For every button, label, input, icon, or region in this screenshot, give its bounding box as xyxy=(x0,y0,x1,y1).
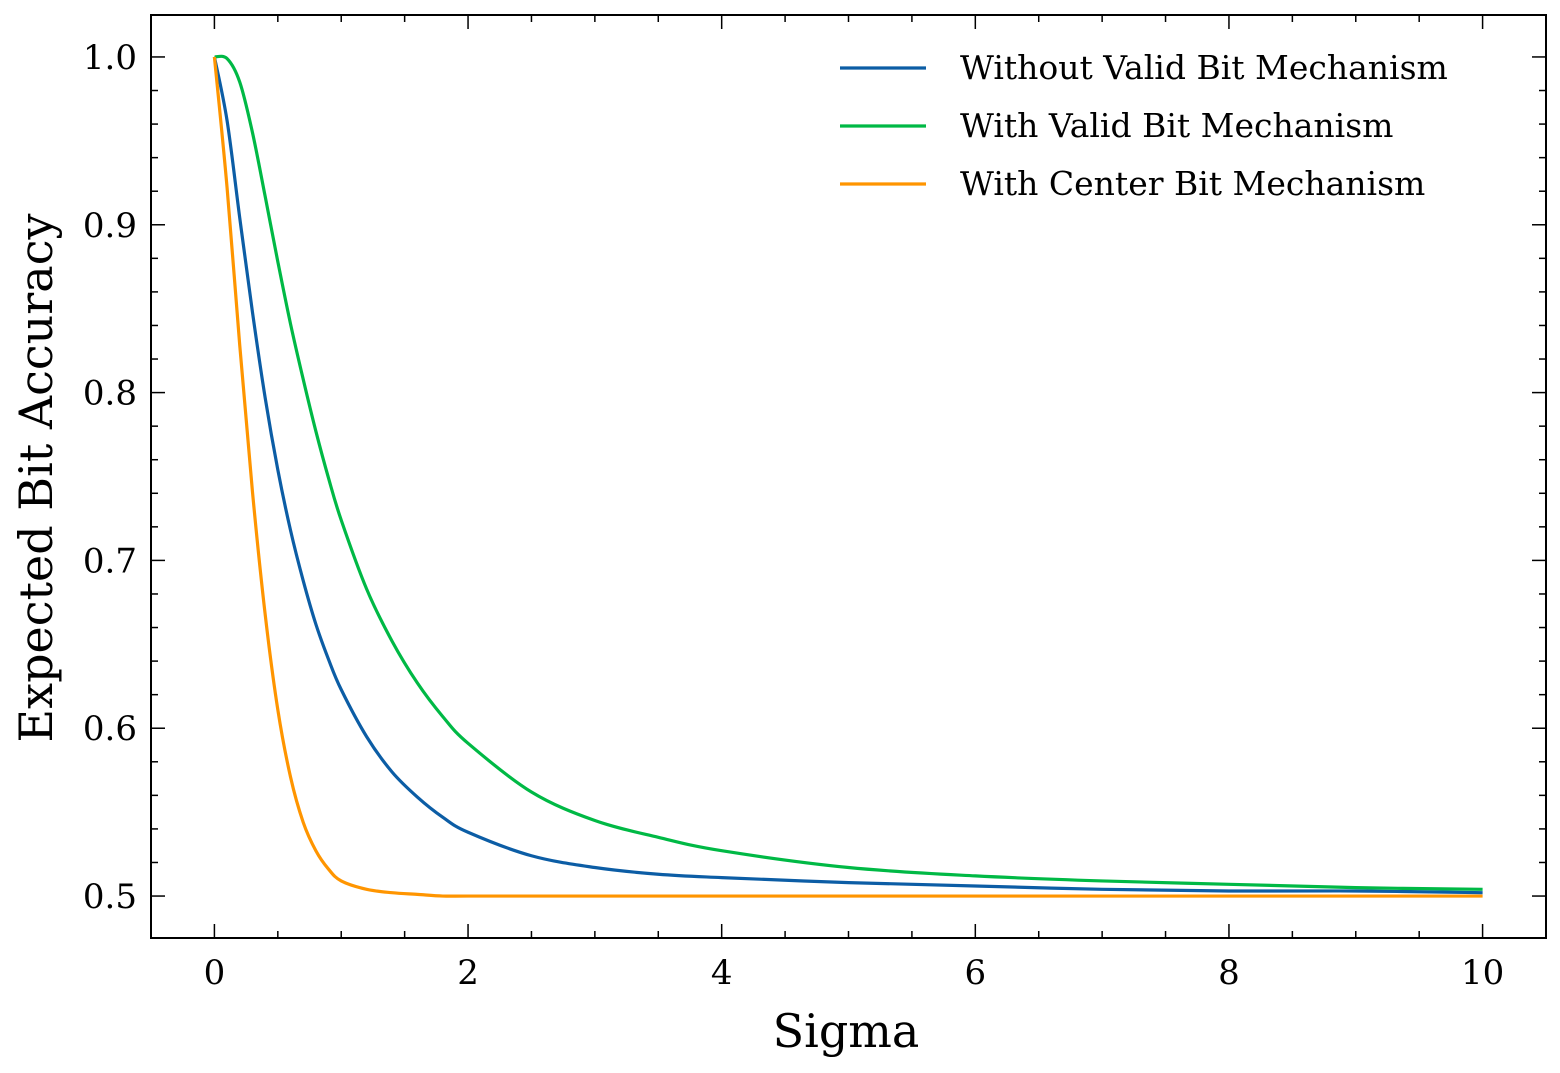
series-line-3 xyxy=(212,56,1483,898)
y-tick-label: 0.8 xyxy=(83,374,137,414)
y-tick-label: 0.7 xyxy=(83,541,137,581)
x-tick-label: 0 xyxy=(204,953,226,993)
axis-ticks xyxy=(151,15,1546,938)
y-axis-title: Expected Bit Accuracy xyxy=(9,214,63,743)
x-axis-title: Sigma xyxy=(773,1004,920,1058)
y-tick-labels: 0.5 0.6 0.7 0.8 0.9 1.0 xyxy=(83,38,137,917)
x-tick-label: 2 xyxy=(457,953,479,993)
x-tick-labels: 0 2 4 6 8 10 xyxy=(204,953,1505,993)
plot-frame xyxy=(150,14,1547,939)
series-line-2 xyxy=(214,54,1483,891)
series-lines xyxy=(212,54,1483,898)
x-tick-label: 6 xyxy=(964,953,986,993)
legend-label: With Valid Bit Mechanism xyxy=(960,106,1393,145)
x-tick-label: 10 xyxy=(1461,953,1504,993)
y-tick-label: 0.9 xyxy=(83,206,137,246)
legend-label: Without Valid Bit Mechanism xyxy=(960,48,1448,87)
x-tick-label: 8 xyxy=(1218,953,1240,993)
y-tick-label: 0.6 xyxy=(83,709,137,749)
y-tick-label: 1.0 xyxy=(83,38,137,78)
x-tick-label: 4 xyxy=(711,953,733,993)
legend: Without Valid Bit Mechanism With Valid Bi… xyxy=(840,48,1448,203)
y-tick-label: 0.5 xyxy=(83,877,137,917)
series-line-1 xyxy=(212,56,1483,895)
legend-label: With Center Bit Mechanism xyxy=(960,164,1425,203)
